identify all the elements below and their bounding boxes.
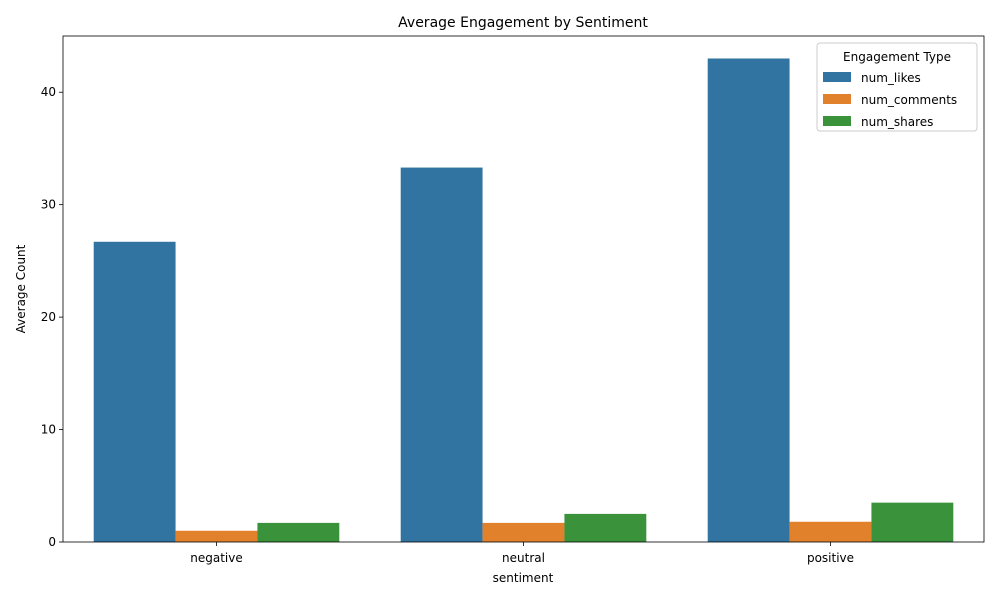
y-tick-label: 40 (41, 85, 56, 99)
x-axis-label: sentiment (493, 571, 554, 585)
y-tick-label: 10 (41, 423, 56, 437)
bar-num_comments-negative (175, 530, 258, 542)
bar-num_comments-neutral (482, 522, 565, 542)
bar-num_likes-positive (707, 58, 790, 542)
bar-num_shares-positive (871, 502, 954, 542)
x-tick-label-negative: negative (190, 551, 242, 565)
y-tick-label: 30 (41, 198, 56, 212)
bars-group (93, 58, 954, 543)
y-tick-label: 0 (48, 535, 56, 549)
y-axis-label: Average Count (14, 244, 28, 333)
legend-swatch-num_shares (823, 116, 851, 126)
y-tick-label: 20 (41, 310, 56, 324)
axes-group: 0 10 20 30 40 negative neutral positive (41, 35, 985, 565)
legend-label-num_comments: num_comments (861, 93, 957, 107)
legend-swatch-num_comments (823, 94, 851, 104)
legend-box (816, 42, 978, 132)
x-tick-label-neutral: neutral (502, 551, 545, 565)
legend-swatch-num_likes (823, 72, 851, 82)
x-tick-label-positive: positive (807, 551, 854, 565)
bar-num_comments-positive (789, 521, 872, 542)
bar-num_likes-negative (93, 241, 176, 543)
legend-title: Engagement Type (843, 50, 951, 64)
legend: Engagement Type num_likes num_comments num_… (816, 42, 978, 132)
legend-label-num_likes: num_likes (861, 71, 921, 85)
bar-num_shares-neutral (564, 513, 647, 542)
bar-num_shares-negative (257, 522, 340, 542)
legend-label-num_shares: num_shares (861, 115, 933, 129)
chart-title: Average Engagement by Sentiment (398, 15, 648, 31)
bar-num_likes-neutral (400, 167, 483, 542)
